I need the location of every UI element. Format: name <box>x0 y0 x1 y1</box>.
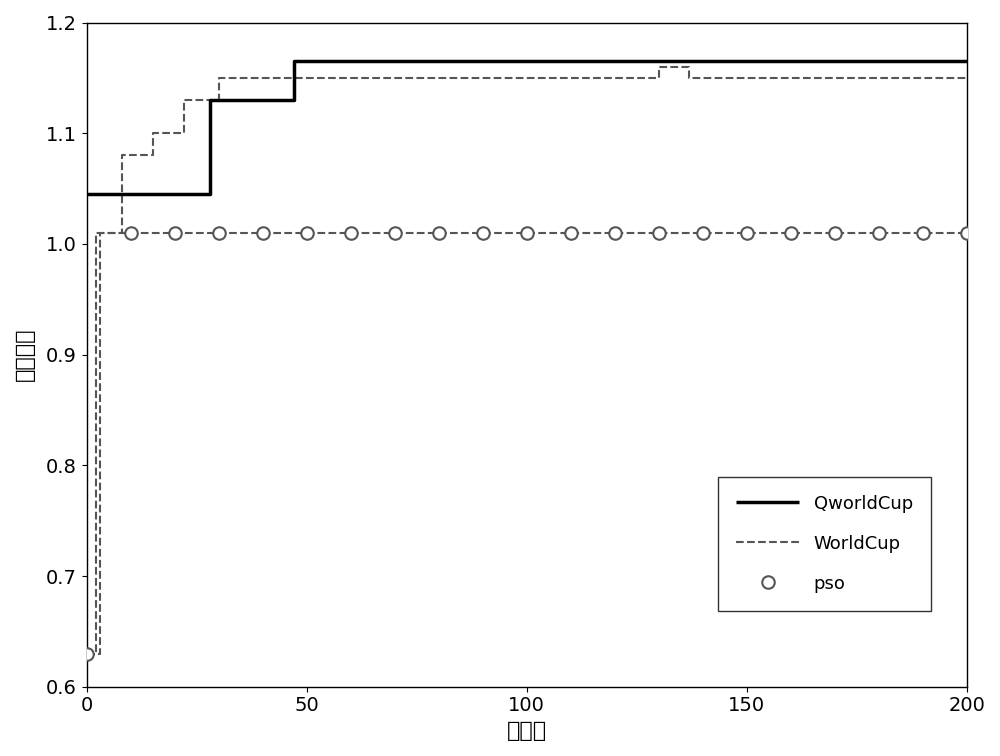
pso <box>169 228 181 237</box>
WorldCup <box>94 649 106 658</box>
QworldCup <box>288 57 300 66</box>
Line: WorldCup: WorldCup <box>87 67 967 653</box>
X-axis label: 循环数: 循环数 <box>507 721 547 741</box>
WorldCup <box>961 73 973 82</box>
QworldCup <box>204 190 216 199</box>
pso <box>741 228 753 237</box>
QworldCup <box>81 190 93 199</box>
pso <box>785 228 797 237</box>
WorldCup <box>81 649 93 658</box>
WorldCup <box>683 73 695 82</box>
Legend: QworldCup, WorldCup, pso: QworldCup, WorldCup, pso <box>718 477 931 612</box>
pso <box>213 228 225 237</box>
WorldCup <box>653 62 665 71</box>
pso <box>521 228 533 237</box>
pso <box>125 228 137 237</box>
WorldCup <box>213 95 225 104</box>
pso <box>873 228 885 237</box>
WorldCup <box>178 95 190 104</box>
WorldCup <box>178 129 190 138</box>
Line: QworldCup: QworldCup <box>87 61 967 194</box>
QworldCup <box>204 95 216 104</box>
pso <box>697 228 709 237</box>
WorldCup <box>653 73 665 82</box>
pso <box>609 228 621 237</box>
pso <box>301 228 313 237</box>
Line: pso: pso <box>81 227 973 660</box>
QworldCup <box>961 57 973 66</box>
Y-axis label: 通信效益: 通信效益 <box>15 328 35 381</box>
pso <box>389 228 401 237</box>
WorldCup <box>116 150 128 160</box>
pso <box>345 228 357 237</box>
WorldCup <box>116 228 128 237</box>
WorldCup <box>94 228 106 237</box>
pso <box>257 228 269 237</box>
pso <box>917 228 929 237</box>
WorldCup <box>147 129 159 138</box>
pso <box>433 228 445 237</box>
pso <box>81 649 93 658</box>
pso <box>477 228 489 237</box>
WorldCup <box>213 73 225 82</box>
QworldCup <box>288 95 300 104</box>
pso <box>565 228 577 237</box>
pso <box>653 228 665 237</box>
pso <box>961 228 973 237</box>
WorldCup <box>147 150 159 160</box>
pso <box>829 228 841 237</box>
WorldCup <box>683 62 695 71</box>
